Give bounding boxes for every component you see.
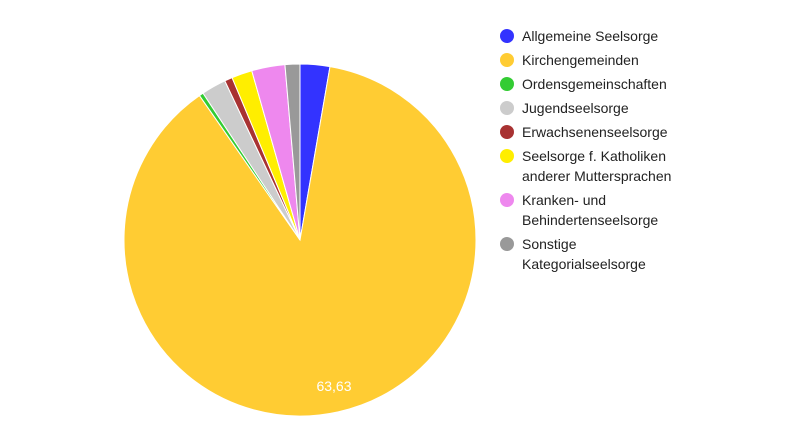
legend-label: Kranken- und Behindertenseelsorge (522, 192, 659, 228)
legend-item[interactable]: Jugendseelsorge (500, 98, 702, 118)
legend-swatch (500, 237, 514, 251)
legend-item[interactable]: Seelsorge f. Katholiken anderer Muttersp… (500, 146, 702, 186)
legend-item[interactable]: Erwachsenenseelsorge (500, 122, 702, 142)
legend-item[interactable]: Allgemeine Seelsorge (500, 26, 702, 46)
legend-item[interactable]: Sonstige Kategorialseelsorge (500, 234, 702, 274)
legend-swatch (500, 77, 514, 91)
pie-slice[interactable] (123, 65, 477, 417)
legend-swatch (500, 29, 514, 43)
legend-label: Allgemeine Seelsorge (522, 28, 659, 44)
legend-item[interactable]: Ordensgemeinschaften (500, 74, 702, 94)
data-label: 63,63 (316, 378, 351, 394)
legend-swatch (500, 193, 514, 207)
legend-swatch (500, 149, 514, 163)
legend-item[interactable]: Kranken- und Behindertenseelsorge (500, 190, 702, 230)
legend-label: Kirchengemeinden (522, 52, 639, 68)
legend-label: Ordensgemeinschaften (522, 76, 667, 92)
legend-swatch (500, 101, 514, 115)
legend-swatch (500, 53, 514, 67)
legend-label: Seelsorge f. Katholiken anderer Muttersp… (522, 148, 672, 184)
legend-label: Erwachsenenseelsorge (522, 124, 668, 140)
legend-label: Sonstige Kategorialseelsorge (522, 236, 646, 272)
legend: Allgemeine Seelsorge Kirchengemeinden Orde… (500, 26, 702, 278)
pie-slice[interactable] (284, 63, 301, 241)
legend-item[interactable]: Kirchengemeinden (500, 50, 702, 70)
legend-label: Jugendseelsorge (522, 100, 629, 116)
legend-swatch (500, 125, 514, 139)
